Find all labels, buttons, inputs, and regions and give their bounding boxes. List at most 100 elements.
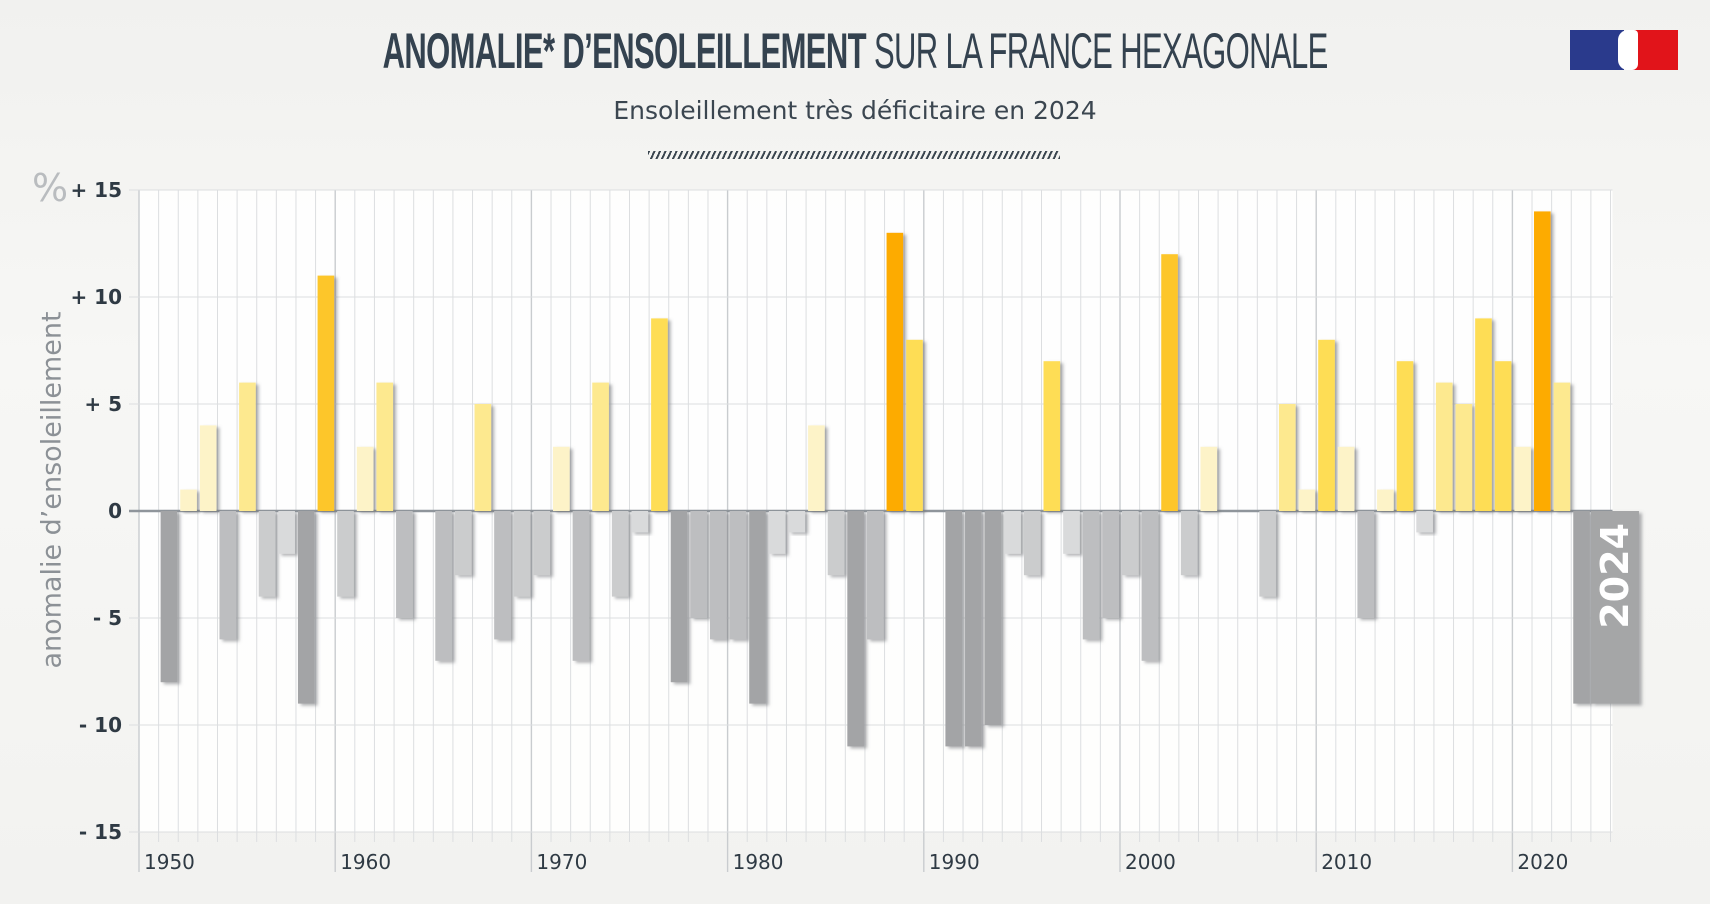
highlight-year-label: 2024 [1593,523,1637,629]
bar-1963 [396,511,413,618]
bar-2017 [1455,404,1473,511]
bar-1980 [729,511,747,640]
bar-1966 [454,511,472,576]
bar-2003 [1180,511,1198,576]
republique-francaise-logo [1570,30,1678,70]
bar-1985 [827,511,845,576]
bar-1978 [690,511,707,618]
bar-2019 [1494,361,1512,511]
bar-1998 [1082,511,1100,640]
bar-2012 [1357,511,1375,618]
bar-1956 [258,511,276,597]
bar-1983 [788,511,806,533]
chart-title: ANOMALIE* D’ENSOLEILLEMENT SUR LA FRANCE… [0,22,1710,80]
highlight-2024: 2024 [1590,511,1639,704]
y-tick-label: + 5 [84,392,122,416]
bar-2011 [1337,446,1355,511]
bar-2008 [1278,404,1296,511]
bar-1957 [278,511,295,554]
bar-1982 [768,511,786,554]
y-tick-label: - 15 [79,820,122,844]
bar-2000 [1122,511,1139,576]
bar-2016 [1435,382,1453,511]
x-ticks: 1950 1960 1970 1980 1990 2000 2010 2020 [144,850,1568,874]
bar-1958 [297,511,315,704]
bar-2014 [1396,361,1414,511]
bar-1972 [572,511,590,661]
x-tick-label: 1970 [536,850,587,874]
x-tick-label: 2020 [1517,850,1568,874]
bar-1979 [709,511,727,640]
bar-1955 [239,382,256,511]
bar-1951 [160,511,178,683]
bar-1992 [965,511,982,747]
bar-1999 [1102,511,1119,618]
y-tick-label: + 10 [70,285,122,309]
bar-2021 [1534,211,1551,511]
title-bold: ANOMALIE* D’ENSOLEILLEMENT [382,23,866,79]
bar-1967 [474,404,492,511]
bar-2010 [1318,339,1335,511]
bar-1991 [945,511,963,747]
bar-1976 [651,318,668,511]
bar-1987 [866,511,884,640]
bar-1953 [199,425,217,511]
bar-1962 [376,382,394,511]
bar-1986 [847,511,864,747]
x-tick-label: 1950 [144,850,195,874]
hatched-divider [648,151,1060,159]
bar-1952 [180,489,197,511]
bar-1973 [592,382,609,511]
y-tick-label: + 15 [70,178,122,202]
x-tick-label: 1990 [929,850,980,874]
logo-red-band [1632,30,1678,70]
bar-1965 [435,511,452,661]
bar-1961 [356,446,374,511]
bar-2009 [1298,489,1316,511]
y-tick-label: - 10 [79,713,122,737]
bar-2015 [1416,511,1433,533]
bar-1968 [494,511,511,640]
bars [160,211,1590,747]
y-ticks: + 15 + 10 + 5 0 - 5 - 10 - 15 [70,178,122,844]
bar-2022 [1553,382,1571,511]
bar-1960 [337,511,354,597]
y-tick-label: - 5 [93,606,122,630]
bar-1997 [1063,511,1080,554]
bar-2020 [1514,446,1532,511]
bar-1994 [1004,511,1021,554]
bar-1984 [808,425,825,511]
x-tick-label: 2010 [1321,850,1372,874]
marianne-profile-icon [1618,30,1638,70]
bar-1988 [886,232,904,512]
bar-2023 [1573,511,1590,704]
bar-1954 [219,511,237,640]
x-tick-label: 1980 [733,850,784,874]
bar-1974 [611,511,629,597]
bar-2002 [1161,254,1178,511]
percent-unit-label: % [32,166,69,210]
logo-blue-band [1570,30,1624,70]
bar-2024 [1590,511,1639,704]
bar-1995 [1023,511,1041,576]
chart-subtitle: Ensoleillement très déficitaire en 2024 [613,96,1097,125]
bar-1959 [317,275,335,511]
bar-1969 [513,511,531,597]
y-tick-label: 0 [108,499,122,523]
title-light: SUR LA FRANCE HEXAGONALE [873,23,1328,79]
bar-2004 [1200,446,1218,511]
x-tick-label: 1960 [340,850,391,874]
x-tick-label: 2000 [1125,850,1176,874]
bar-1975 [631,511,649,533]
bar-1981 [749,511,766,704]
bar-1977 [670,511,688,683]
bar-1971 [553,446,570,511]
bar-1989 [906,339,923,511]
bar-2001 [1141,511,1159,661]
bar-2018 [1475,318,1492,511]
bar-2007 [1259,511,1276,597]
bar-1970 [533,511,551,576]
bar-2013 [1377,489,1394,511]
bar-1996 [1043,361,1061,511]
